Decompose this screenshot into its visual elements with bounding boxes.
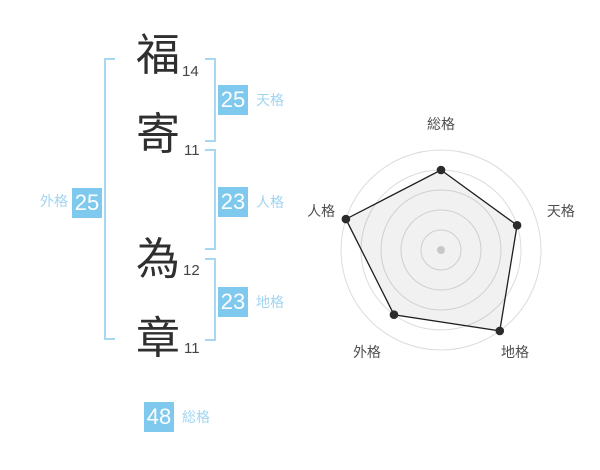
jinkaku-value-badge: 23 [218, 187, 248, 217]
jinkaku-label: 人格 [256, 194, 284, 210]
given-char-1: 為 [136, 235, 180, 284]
surname-char-2: 寄 [136, 110, 180, 159]
gaikaku-bracket [104, 58, 115, 340]
surname-char-2-strokes: 11 [184, 142, 200, 159]
radar-axis-label: 外格 [353, 344, 381, 360]
surname-char-1: 福 [136, 31, 180, 80]
radar-axis-label: 総格 [427, 116, 455, 132]
radar-axis-label: 天格 [547, 203, 575, 219]
tenkaku-bracket [205, 58, 216, 142]
radar-axis-label: 人格 [307, 203, 335, 219]
given-char-1-strokes: 12 [183, 262, 200, 279]
chikaku-label: 地格 [256, 294, 284, 310]
given-char-2: 章 [136, 314, 180, 363]
gaikaku-label: 外格 [40, 193, 68, 209]
radar-chart-area: 総格天格地格 外格 人格 [291, 100, 591, 400]
jinkaku-bracket [205, 149, 216, 250]
soukaku-label: 総格 [182, 409, 210, 425]
tenkaku-label: 天格 [256, 92, 284, 108]
soukaku-value-badge: 48 [144, 402, 174, 432]
chikaku-value-badge: 23 [218, 287, 248, 317]
chikaku-bracket [205, 258, 216, 341]
surname-char-1-strokes: 14 [182, 63, 199, 80]
radar-axis-label: 地格 [501, 344, 529, 360]
given-char-2-strokes: 11 [184, 340, 200, 357]
tenkaku-value-badge: 25 [218, 85, 248, 115]
gaikaku-value-badge: 25 [72, 188, 102, 218]
